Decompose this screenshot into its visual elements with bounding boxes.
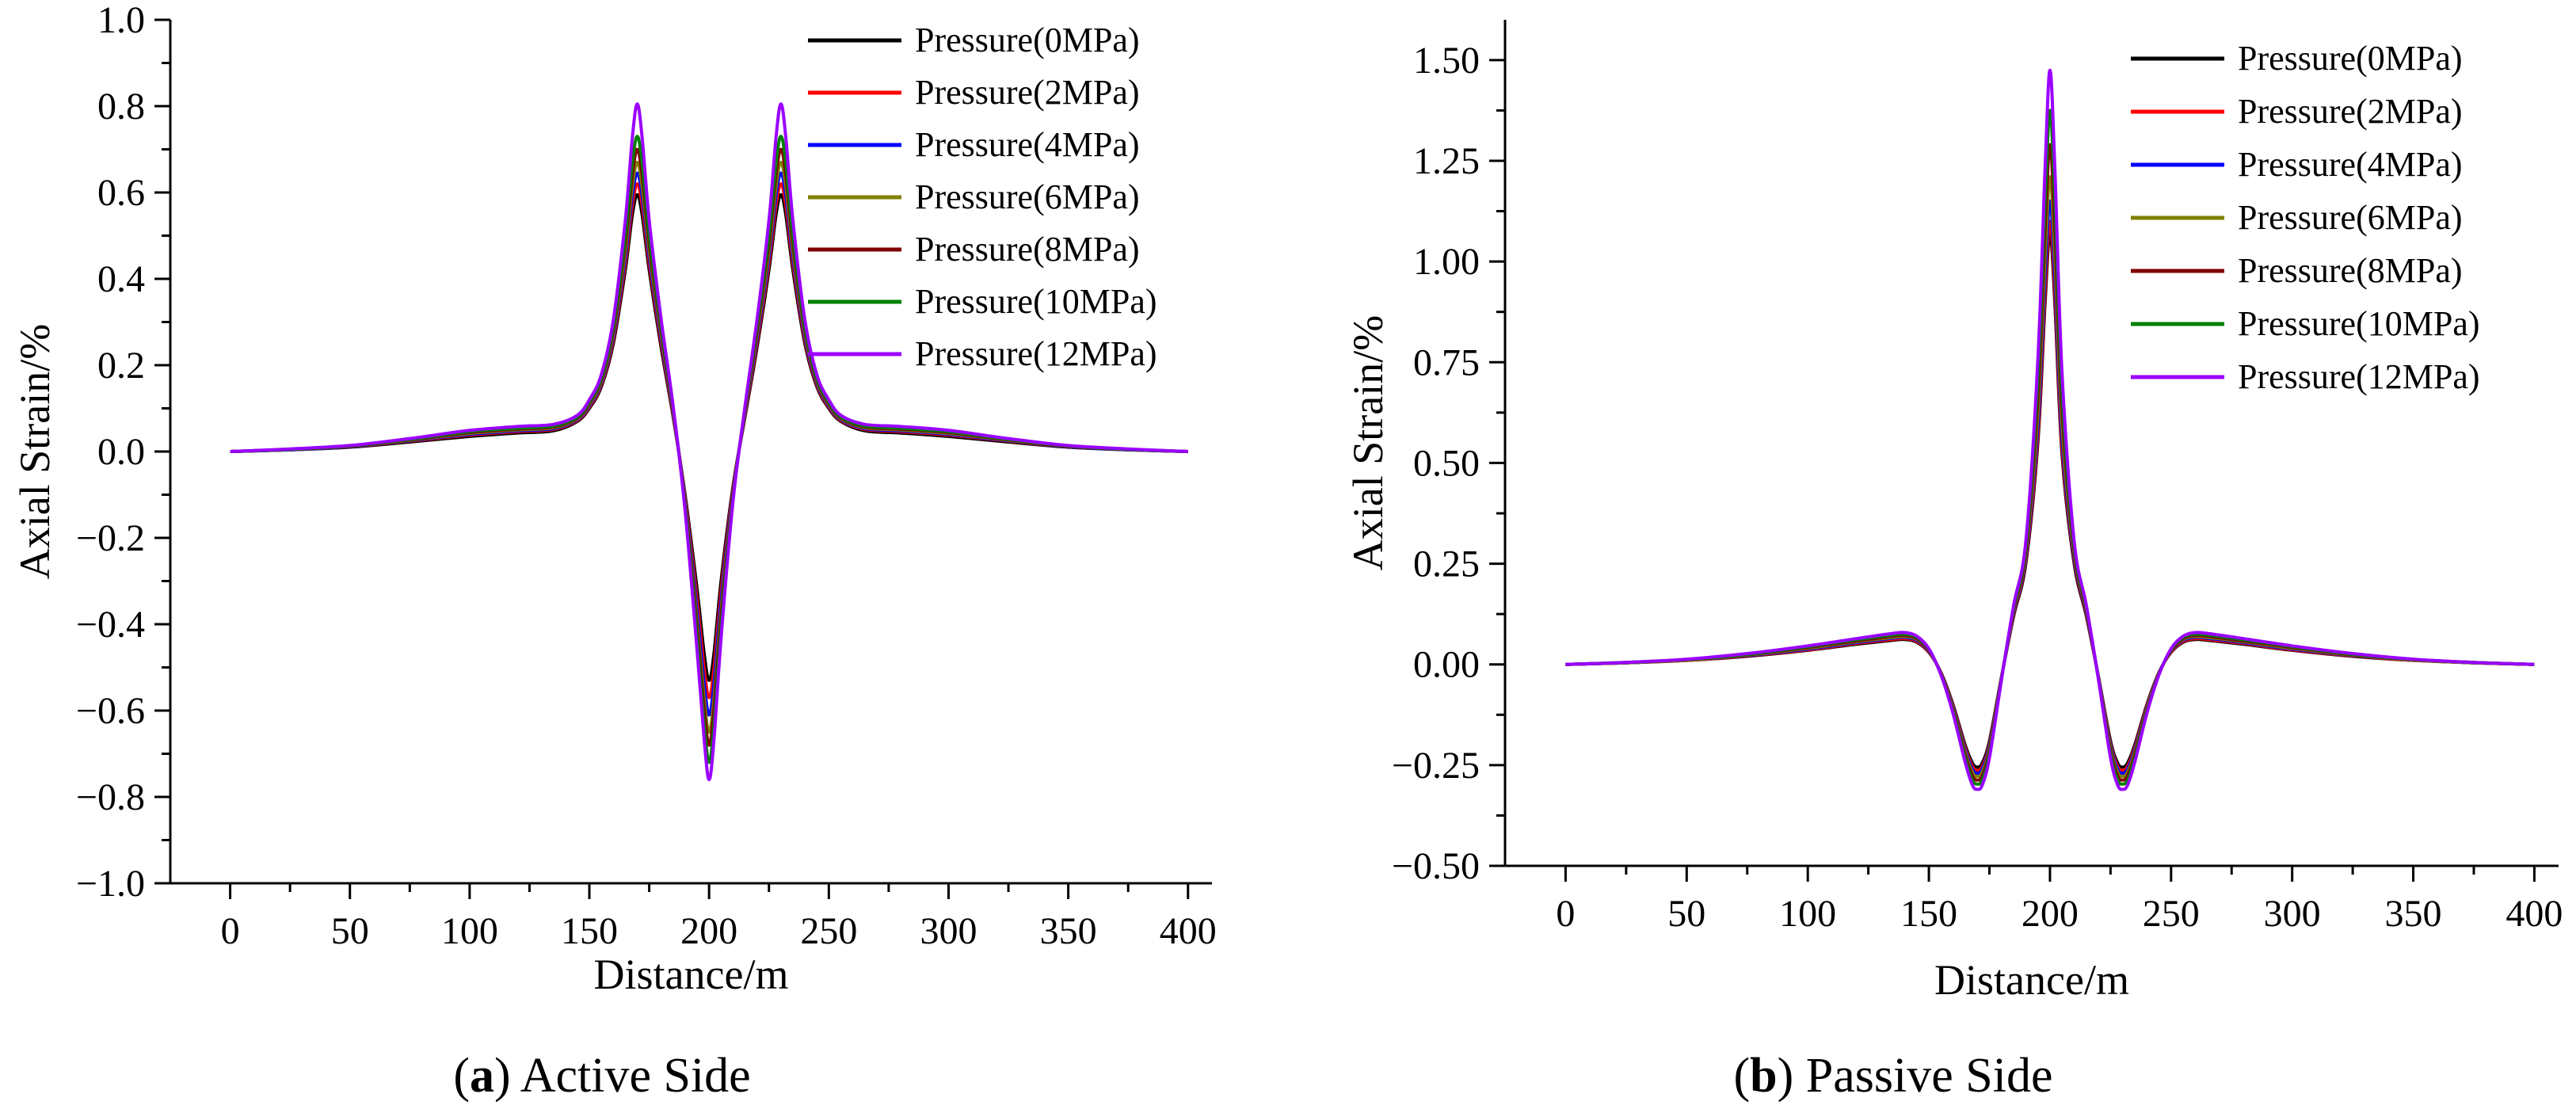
legend-label: Pressure(12MPa)	[915, 334, 1157, 373]
y-tick-label: 1.50	[1413, 40, 1480, 82]
y-tick-label: 0.2	[97, 345, 145, 387]
legend-label: Pressure(4MPa)	[915, 125, 1140, 164]
legend: Pressure(0MPa) Pressure(2MPa) Pressure(4MP…	[2131, 39, 2480, 396]
series-group	[1565, 68, 2535, 791]
x-tick-label: 400	[1160, 910, 1217, 952]
x-tick-label: 50	[1667, 893, 1705, 935]
y-tick-label: −0.2	[76, 517, 145, 559]
legend-label: Pressure(10MPa)	[915, 282, 1157, 321]
x-tick-label: 100	[441, 910, 498, 952]
y-tick-label: −0.6	[76, 690, 145, 732]
legend-label: Pressure(10MPa)	[2238, 304, 2480, 343]
y-tick-label: −0.50	[1392, 845, 1480, 887]
y-tick-label: −1.0	[76, 863, 145, 905]
y-axis-title: Axial Strain/%	[11, 324, 59, 579]
y-tick-label: 0.00	[1413, 644, 1480, 686]
x-tick-label: 100	[1779, 893, 1836, 935]
y-tick-label: −0.8	[76, 776, 145, 818]
y-tick-label: 0.6	[97, 172, 145, 214]
series-line	[1565, 68, 2535, 791]
y-tick-label: 0.75	[1413, 341, 1480, 383]
y-tick-label: 1.0	[97, 0, 145, 41]
series-line	[230, 102, 1188, 782]
x-tick-label: 200	[680, 910, 737, 952]
x-tick-label: 200	[2022, 893, 2079, 935]
x-axis-title: Distance/m	[1934, 956, 2129, 1004]
y-tick-label: −0.25	[1392, 745, 1480, 787]
legend-label: Pressure(0MPa)	[915, 21, 1140, 59]
legend-label: Pressure(8MPa)	[915, 230, 1140, 269]
y-axis-title: Axial Strain/%	[1344, 315, 1392, 570]
x-tick-label: 350	[2385, 893, 2442, 935]
panel-caption: (a) Active Side	[453, 1049, 750, 1103]
y-tick-label: 0.4	[97, 258, 145, 300]
y-tick-label: 0.8	[97, 86, 145, 128]
chart-panel-a: 0 50 100 150 200 250 300 350 400 −1.0 −0.8 −0.6 −0.4…	[11, 0, 1217, 1103]
legend-label: Pressure(0MPa)	[2238, 39, 2463, 78]
legend-label: Pressure(6MPa)	[2238, 198, 2463, 237]
x-tick-label: 250	[800, 910, 857, 952]
x-tick-label: 50	[331, 910, 369, 952]
x-tick-label: 250	[2143, 893, 2200, 935]
x-tick-label: 300	[920, 910, 977, 952]
y-tick-label: −0.4	[76, 604, 145, 646]
y-tick-label: 1.25	[1413, 140, 1480, 182]
chart-panel-b: 0 50 100 150 200 250 300 350 400 −0.50 −0.25 0.00 0.…	[1344, 20, 2563, 1103]
x-tick-label: 300	[2264, 893, 2321, 935]
x-tick-label: 350	[1040, 910, 1097, 952]
legend-label: Pressure(6MPa)	[915, 177, 1140, 216]
x-tick-label: 400	[2506, 893, 2563, 935]
legend-label: Pressure(4MPa)	[2238, 145, 2463, 184]
x-tick-label: 150	[1900, 893, 1957, 935]
y-tick-label: 0.50	[1413, 442, 1480, 484]
y-tick-label: 0.0	[97, 431, 145, 473]
x-tick-label: 0	[221, 910, 240, 952]
legend-label: Pressure(2MPa)	[2238, 92, 2463, 131]
y-tick-label: 1.00	[1413, 241, 1480, 283]
legend: Pressure(0MPa) Pressure(2MPa) Pressure(4MP…	[808, 21, 1157, 373]
y-tick-label: 0.25	[1413, 543, 1480, 585]
legend-label: Pressure(12MPa)	[2238, 357, 2480, 396]
x-tick-label: 0	[1556, 893, 1575, 935]
x-axis-title: Distance/m	[594, 951, 789, 998]
x-tick-label: 150	[561, 910, 618, 952]
series-group	[230, 102, 1188, 782]
legend-label: Pressure(2MPa)	[915, 73, 1140, 112]
panel-caption: (b) Passive Side	[1733, 1049, 2052, 1103]
legend-label: Pressure(8MPa)	[2238, 251, 2463, 290]
